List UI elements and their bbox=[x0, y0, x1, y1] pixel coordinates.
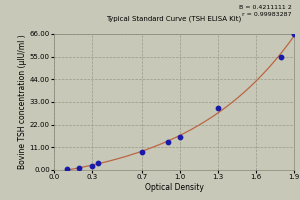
Point bbox=[279, 55, 284, 58]
Y-axis label: Bovine TSH concentration (μIU/ml ): Bovine TSH concentration (μIU/ml ) bbox=[18, 35, 27, 169]
Point bbox=[89, 164, 94, 167]
Point bbox=[77, 166, 82, 170]
Point bbox=[292, 32, 296, 35]
Point bbox=[64, 167, 69, 171]
Point bbox=[96, 161, 100, 164]
Text: B = 0.4211111 2
r = 0.99983287: B = 0.4211111 2 r = 0.99983287 bbox=[239, 5, 292, 17]
X-axis label: Optical Density: Optical Density bbox=[145, 183, 203, 192]
Point bbox=[140, 151, 145, 154]
Point bbox=[165, 141, 170, 144]
Text: Typical Standard Curve (TSH ELISA Kit): Typical Standard Curve (TSH ELISA Kit) bbox=[106, 16, 242, 22]
Point bbox=[216, 107, 220, 110]
Point bbox=[178, 135, 183, 139]
